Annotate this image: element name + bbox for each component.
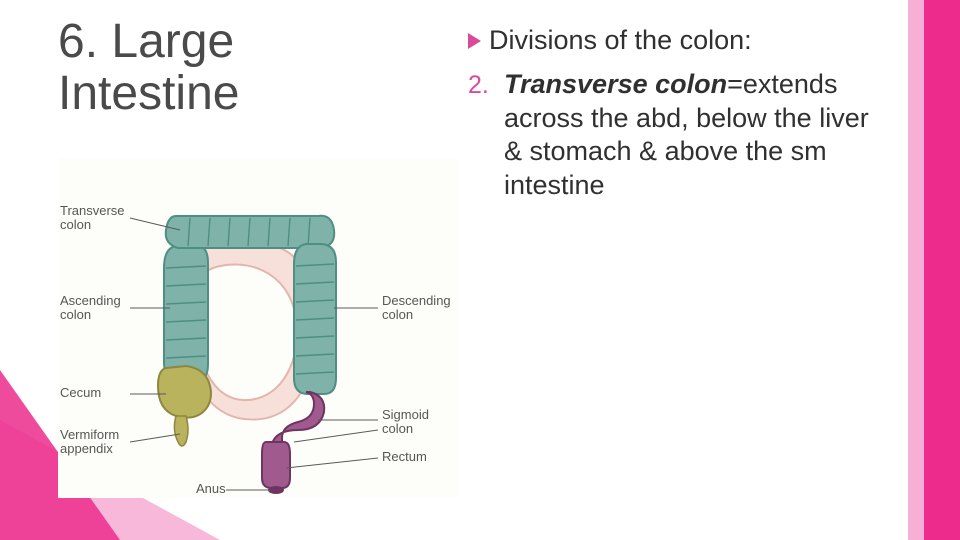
label-cecum: Cecum [60,386,101,400]
label-transverse: Transversecolon [60,204,125,233]
rectum-shape [262,442,290,488]
decor-bar-right-outer [924,0,960,540]
content-block: Divisions of the colon: 2. Transverse co… [468,24,878,203]
decor-bar-right-inner [908,0,924,540]
numbered-item: 2. Transverse colon=extends across the a… [468,68,878,203]
bullet-row: Divisions of the colon: [468,24,878,58]
slide-title: 6. Large Intestine [58,16,358,120]
item-term: Transverse colon [504,69,727,99]
cecum-shape [158,366,211,418]
label-vermiform: Vermiformappendix [60,428,119,457]
slide: 6. Large Intestine Divisions of the colo… [0,0,960,540]
ascending-colon-shape [164,244,208,380]
play-bullet-icon [468,33,481,49]
label-descending: Descendingcolon [382,294,451,323]
item-number: 2. [468,70,494,101]
label-sigmoid: Sigmoidcolon [382,408,429,437]
appendix-shape [174,416,188,446]
label-rectum: Rectum [382,450,427,464]
item-body: Transverse colon=extends across the abd,… [504,68,878,203]
bullet-text: Divisions of the colon: [489,24,752,58]
label-ascending: Ascendingcolon [60,294,121,323]
label-anus: Anus [196,482,226,496]
large-intestine-diagram: Transversecolon Ascendingcolon Cecum Ver… [58,158,458,498]
anus-shape [268,486,284,494]
